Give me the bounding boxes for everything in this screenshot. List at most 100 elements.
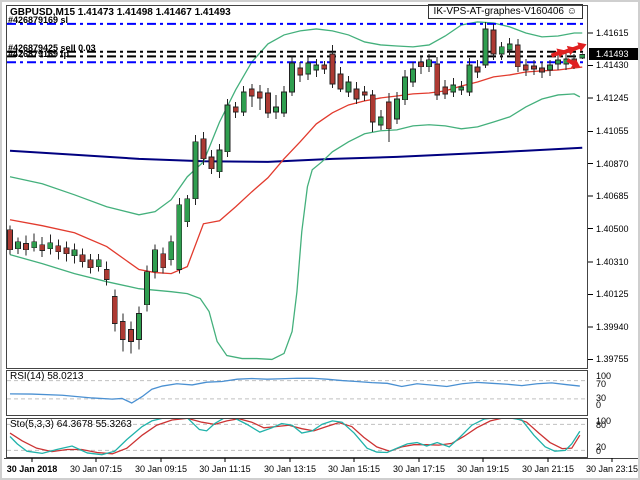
indicator-tick-label: 20 xyxy=(596,442,607,452)
candle xyxy=(55,239,62,260)
candle xyxy=(442,80,449,99)
trade-arrow-icon xyxy=(550,48,566,58)
sto-pane-border xyxy=(6,418,588,458)
candle xyxy=(555,53,561,71)
candle xyxy=(87,253,94,274)
candle xyxy=(522,58,529,76)
candle xyxy=(224,98,231,157)
candle xyxy=(232,101,239,118)
main-chart-pane xyxy=(7,21,587,361)
candle xyxy=(152,244,158,279)
time-tick-label: 30 Jan 13:15 xyxy=(263,464,317,474)
price-tick-label: 1.40500 xyxy=(596,223,629,234)
stochastic-pane xyxy=(7,419,587,456)
candle xyxy=(192,134,199,205)
price-tick-label: 1.40310 xyxy=(596,257,629,268)
candle xyxy=(136,306,142,350)
candle xyxy=(385,93,392,142)
candle xyxy=(281,86,287,117)
indicator-tick-label: 100 xyxy=(596,371,612,381)
candle xyxy=(377,110,384,130)
rsi-indicator-label: RSI(14) 58.0213 xyxy=(10,371,84,382)
candle xyxy=(216,143,223,178)
candle xyxy=(482,21,489,68)
candle xyxy=(95,253,102,272)
candle xyxy=(305,54,312,81)
candle xyxy=(474,60,481,78)
candle xyxy=(329,44,336,88)
main-pane-border xyxy=(6,5,588,369)
candle xyxy=(63,241,70,262)
trade-arrow-icon xyxy=(571,42,587,52)
candle xyxy=(111,289,118,332)
candle xyxy=(547,60,553,76)
indicator-tick-label: 70 xyxy=(596,379,607,389)
order-sell-label: #426879425 sell 0.03 xyxy=(8,43,96,53)
time-tick-label: 30 Jan 09:15 xyxy=(134,464,188,474)
candle xyxy=(47,234,54,255)
order-sl-label: #426879169 sl xyxy=(8,15,69,25)
indicator-tick-label: 0 xyxy=(596,446,602,456)
candle xyxy=(434,56,441,100)
candle xyxy=(579,53,586,59)
candle xyxy=(426,53,432,72)
candle xyxy=(450,77,457,97)
candle xyxy=(353,81,360,104)
candle xyxy=(369,90,376,132)
sto-main-line xyxy=(9,419,581,456)
candle xyxy=(31,233,38,252)
time-tick-label: 30 Jan 15:15 xyxy=(327,464,381,474)
candle xyxy=(289,55,295,97)
indicator-tick-label: 0 xyxy=(596,400,602,410)
price-tick-label: 1.41615 xyxy=(596,28,629,38)
candle xyxy=(256,84,263,111)
candle xyxy=(402,70,408,105)
candle xyxy=(168,235,175,266)
smiley-icon: ☺ xyxy=(566,6,577,17)
candle xyxy=(458,80,465,95)
indicator-tick-label: 80 xyxy=(596,420,607,430)
time-tick-label: 30 Jan 19:15 xyxy=(456,464,510,474)
candle xyxy=(7,225,13,255)
candle xyxy=(265,87,271,118)
candle xyxy=(531,60,537,75)
stochastic-indicator-label: Sto(5,3,3) 64.3678 55.3263 xyxy=(10,419,132,430)
price-tick-label: 1.39940 xyxy=(596,321,629,332)
candle xyxy=(313,58,320,77)
price-tick-label: 1.41055 xyxy=(596,126,629,137)
candle xyxy=(184,194,191,227)
candle xyxy=(208,149,215,174)
candle xyxy=(345,75,352,97)
rsi-pane xyxy=(7,377,587,404)
candle xyxy=(394,91,400,124)
sto-signal-line xyxy=(9,419,581,455)
price-tick-label: 1.41430 xyxy=(596,60,629,71)
candle xyxy=(240,86,247,117)
long-ma-line xyxy=(9,146,583,163)
time-tick-label: 30 Jan 17:15 xyxy=(392,464,446,474)
rsi-pane-border xyxy=(6,370,588,416)
candle xyxy=(39,236,46,257)
candle xyxy=(248,83,255,107)
candle xyxy=(337,66,344,92)
price-tick-label: 1.40685 xyxy=(596,191,629,202)
bollinger-lower-line xyxy=(9,93,581,361)
time-tick-label: 30 Jan 07:15 xyxy=(69,464,123,474)
candle xyxy=(103,261,110,286)
candle xyxy=(71,243,78,264)
time-tick-label: 30 Jan 11:15 xyxy=(199,464,251,474)
candle xyxy=(361,86,368,101)
time-tick-label: 30 Jan 2018 xyxy=(6,464,58,474)
price-tick-label: 1.39755 xyxy=(596,354,629,365)
current-price-badge: 1.41493 xyxy=(589,48,638,60)
candle xyxy=(200,131,207,165)
candle xyxy=(128,321,134,354)
time-tick-label: 30 Jan 21:15 xyxy=(521,464,575,474)
candle xyxy=(410,61,416,87)
rsi-line xyxy=(9,377,580,404)
candle xyxy=(119,313,126,352)
candle xyxy=(297,61,304,82)
candle xyxy=(539,61,545,78)
